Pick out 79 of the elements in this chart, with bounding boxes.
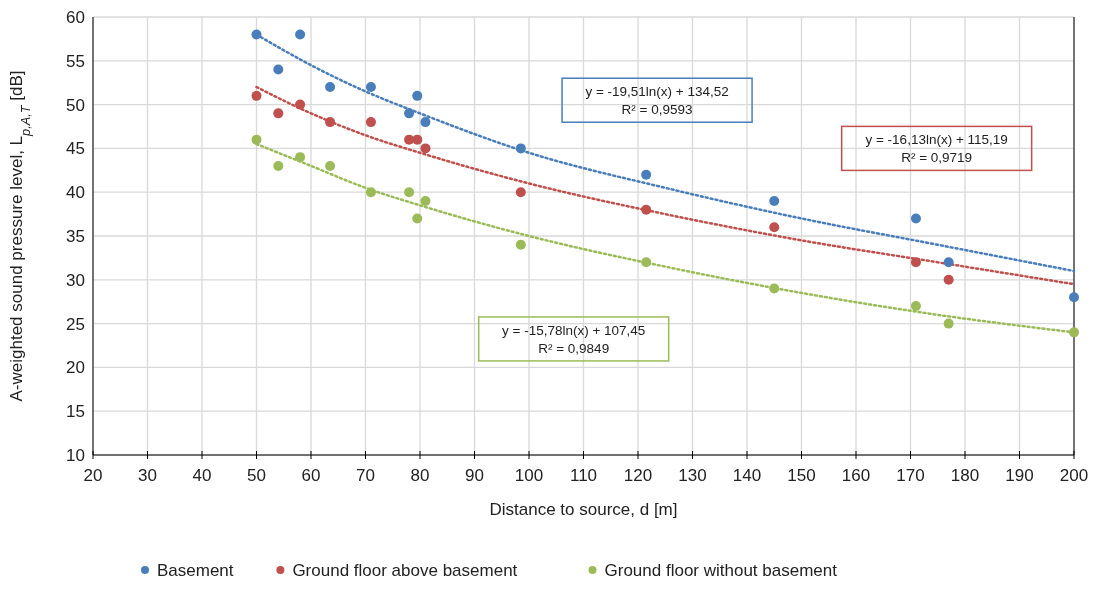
x-tick-label: 80 — [410, 466, 430, 485]
point — [325, 117, 336, 128]
point — [641, 204, 652, 215]
legend-label: Ground floor above basement — [292, 561, 518, 580]
point — [404, 134, 415, 145]
y-tick-label: 40 — [66, 183, 85, 203]
point — [420, 117, 431, 128]
point — [295, 99, 306, 110]
x-tick-label: 70 — [356, 466, 375, 485]
annotation: y = -16,13ln(x) + 115,19 R² = 0,9719 — [865, 132, 1008, 166]
y-tick-label: 50 — [66, 95, 85, 115]
x-tick-label: 190 — [1005, 466, 1034, 485]
x-axis-title: Distance to source, d [m] — [489, 500, 678, 519]
x-tick-label: 90 — [465, 466, 484, 485]
y-tick-label: 30 — [66, 270, 85, 290]
x-tick-label: 30 — [138, 466, 157, 485]
point — [910, 213, 921, 224]
x-tick-label: 200 — [1059, 466, 1089, 485]
x-tick-label: 60 — [301, 466, 321, 485]
legend-label: Ground floor without basement — [604, 561, 838, 580]
y-tick-label: 25 — [66, 314, 85, 334]
point — [515, 143, 526, 154]
y-tick-label: 10 — [66, 446, 85, 465]
point — [910, 257, 921, 268]
x-tick-label: 170 — [896, 466, 925, 485]
y-tick-label: 60 — [66, 8, 85, 27]
point — [365, 117, 376, 128]
point — [325, 160, 336, 171]
point — [769, 283, 780, 294]
point — [251, 29, 262, 40]
point — [404, 108, 415, 119]
x-tick-label: 160 — [841, 466, 871, 485]
x-tick-label: 50 — [247, 466, 266, 485]
point — [295, 152, 306, 163]
point — [420, 143, 431, 154]
point — [365, 187, 376, 198]
point — [943, 318, 954, 329]
point — [943, 257, 954, 268]
point — [412, 90, 423, 101]
point — [420, 195, 431, 206]
y-tick-label: 15 — [66, 402, 85, 422]
x-tick-label: 40 — [192, 466, 212, 485]
x-tick-label: 140 — [732, 466, 762, 485]
point — [412, 134, 423, 145]
y-tick-label: 20 — [66, 358, 85, 378]
point — [273, 108, 284, 119]
point — [943, 274, 954, 285]
point — [365, 82, 376, 93]
point — [769, 195, 780, 206]
x-tick-label: 130 — [678, 466, 707, 485]
y-tick-label: 45 — [66, 139, 85, 159]
point — [273, 160, 284, 171]
x-tick-label: 150 — [787, 466, 816, 485]
point — [251, 134, 262, 145]
point — [515, 187, 526, 198]
point — [295, 29, 306, 40]
x-tick-label: 110 — [569, 466, 598, 485]
point — [641, 257, 652, 268]
point — [273, 64, 284, 75]
point — [769, 222, 780, 233]
annotation: y = -15,78ln(x) + 107,45 R² = 0,9849 — [502, 322, 646, 356]
point — [1069, 292, 1079, 303]
y-tick-label: 55 — [66, 51, 85, 71]
y-tick-label: 35 — [66, 227, 85, 246]
point — [910, 301, 921, 312]
point — [412, 213, 423, 224]
point — [641, 169, 652, 180]
point — [404, 187, 415, 198]
legend-label: Basement — [157, 561, 234, 580]
point — [325, 82, 336, 93]
line-series — [255, 85, 1076, 286]
x-tick-label: 180 — [950, 466, 980, 485]
point — [515, 239, 526, 250]
point — [1069, 327, 1079, 338]
x-tick-label: 20 — [83, 466, 103, 485]
point — [251, 90, 262, 101]
x-tick-label: 120 — [623, 466, 653, 485]
annotation: y = -19,51ln(x) + 134,52 R² = 0,9593 — [585, 84, 729, 118]
x-tick-label: 100 — [514, 466, 544, 485]
